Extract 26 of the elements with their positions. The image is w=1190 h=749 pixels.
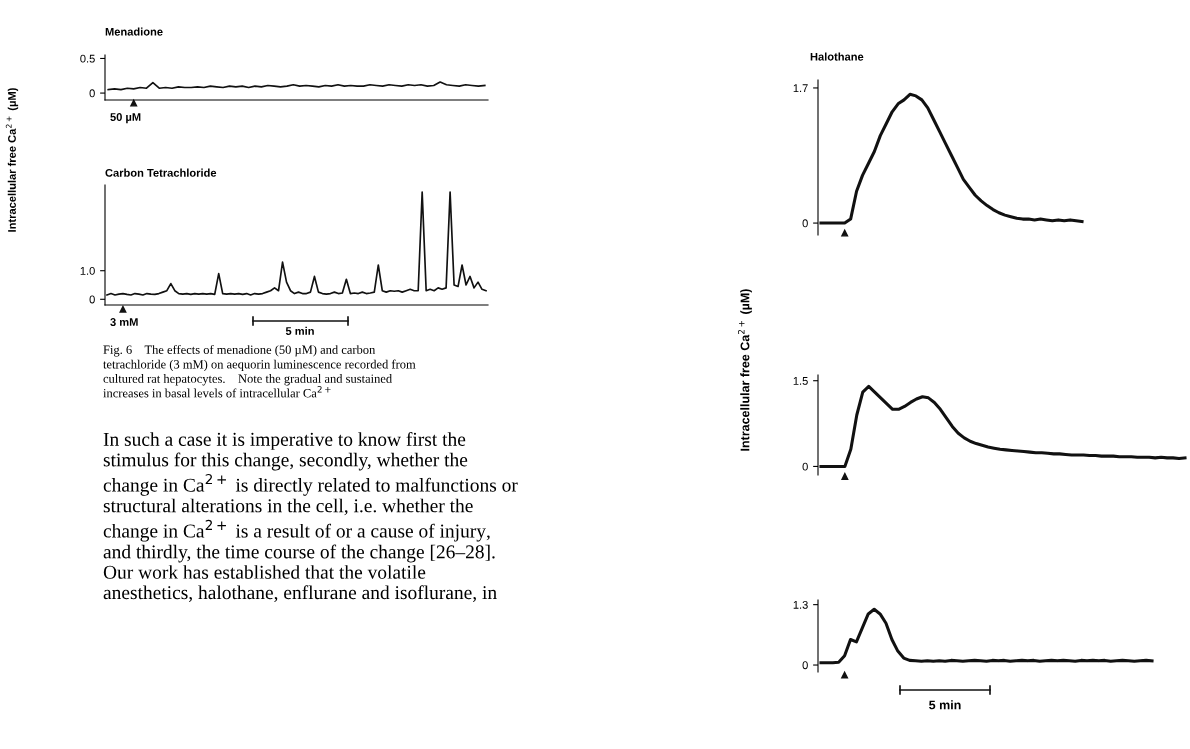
y-tick-label: 0 bbox=[802, 462, 808, 471]
text: 3 mM bbox=[110, 318, 138, 326]
line-series bbox=[819, 384, 1187, 468]
y-tick-label: 0 bbox=[802, 661, 808, 670]
y-tick-label: 1.3 bbox=[793, 600, 808, 609]
y-axis-title: Intracellular free Ca$^{2+}$ (µM) bbox=[5, 88, 19, 232]
y-axis-title: Intracellular free Ca$^{2+}$ (µM) bbox=[738, 289, 752, 451]
y-tick-label: 0 bbox=[89, 295, 95, 304]
text: 50 µM bbox=[110, 113, 141, 124]
line-series bbox=[819, 607, 1154, 665]
line-series bbox=[107, 81, 486, 91]
caption: Fig. 6 The effects of menadione (50 µM) and carbon tetrachloride (3 mM) on aequorin luminescence recorded from cultured rat hepatocytes. Note the gradual and sustained increases in basal levels of intracellular Ca$^{2+}$ bbox=[103, 345, 416, 398]
text: In such a case it is imperative to know first the stimulus for this change, secondly, whether the change in Ca$^{2+}$ is directly related to malfunctions or structural alterations in the cell, i.e. whether the change in Ca$^{2+}$ is a result of or a cause of injury, and thirdly, the time course of the change [26–28]. Our work has established that the volatile anesthetics, halothane, enflurane and isoflurane, in bbox=[103, 432, 518, 602]
y-tick-label: 1.7 bbox=[793, 84, 808, 92]
y-tick-label: 0 bbox=[802, 219, 808, 228]
y-tick-label: 1.0 bbox=[80, 266, 95, 275]
line-series bbox=[819, 92, 1084, 225]
chart-title: Carbon Tetrachloride bbox=[105, 168, 217, 177]
line-series bbox=[106, 191, 487, 296]
y-tick-label: 0.5 bbox=[80, 54, 95, 63]
chart-title: Halothane bbox=[810, 52, 864, 61]
y-tick-label: 0 bbox=[89, 89, 95, 98]
text: 5 min bbox=[285, 326, 314, 335]
y-tick-label: 1.5 bbox=[793, 377, 808, 385]
chart-title: Menadione bbox=[105, 27, 163, 36]
text: 5 min bbox=[929, 700, 961, 710]
